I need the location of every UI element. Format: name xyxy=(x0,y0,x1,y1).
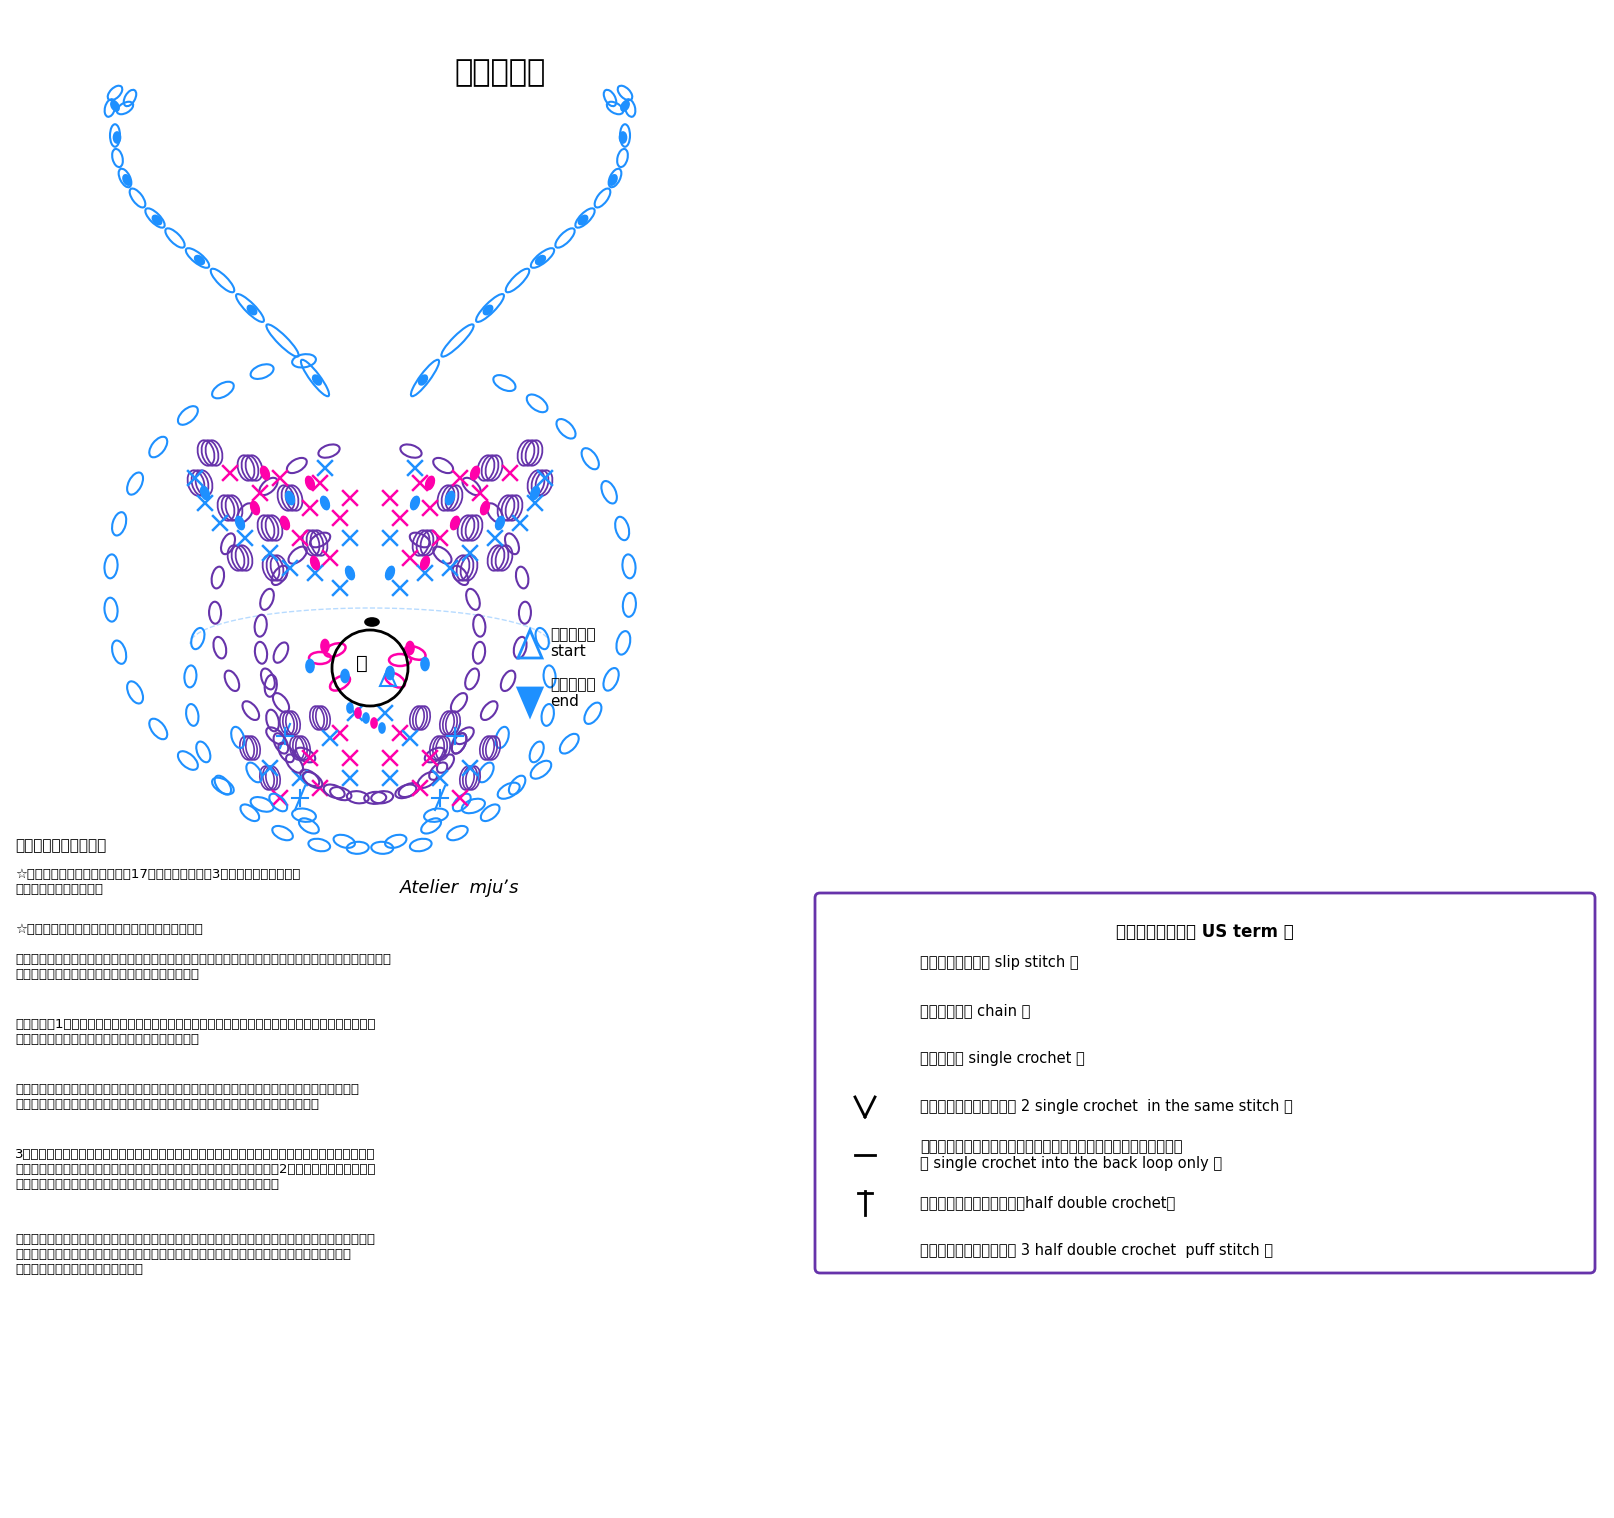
Text: あとは編み図通り２段目を編んでいき、左の下羽根まですべて編み終わったら、最初のわに引き
抜いて糸をカットする（左羽根も上と下の羽根の間は「わ」の中に引き抜き編み: あとは編み図通り２段目を編んでいき、左の下羽根まですべて編み終わったら、最初のわ… xyxy=(15,1082,358,1111)
Ellipse shape xyxy=(305,477,315,490)
Ellipse shape xyxy=(355,707,362,718)
Ellipse shape xyxy=(123,175,131,185)
Ellipse shape xyxy=(421,657,429,671)
Text: 引き抜き編み　（ slip stitch ）: 引き抜き編み （ slip stitch ） xyxy=(920,955,1078,970)
Ellipse shape xyxy=(363,713,370,723)
Ellipse shape xyxy=(852,956,878,968)
Ellipse shape xyxy=(236,516,244,530)
Ellipse shape xyxy=(421,556,429,569)
Ellipse shape xyxy=(386,566,394,580)
Ellipse shape xyxy=(347,703,353,713)
Text: 『編み図記号』（ US term ）: 『編み図記号』（ US term ） xyxy=(1117,923,1294,941)
Text: その後、（1段目の引き抜きの目ではなく）最初の「わ」の作り目に引き抜き編みをする。そのあと
続けて右上の羽根の最初のくさり編みに引き抜く。: その後、（1段目の引き抜きの目ではなく）最初の「わ」の作り目に引き抜き編みをする… xyxy=(15,1019,376,1046)
Text: ☆「上の羽根と下の羽根のつながり部分の編み方」: ☆「上の羽根と下の羽根のつながり部分の編み方」 xyxy=(15,923,203,937)
Ellipse shape xyxy=(471,466,479,480)
Text: 編み終わり
end: 編み終わり end xyxy=(550,677,596,709)
Ellipse shape xyxy=(250,501,260,515)
Ellipse shape xyxy=(445,492,455,504)
Text: ２段目も２枚の下羽根の間からスタート。「わ」の中に引き抜いたら、続けて右羽根の１段目のくさり
編み５個のスペースに、こま編み６回編み入れる。: ２段目も２枚の下羽根の間からスタート。「わ」の中に引き抜いたら、続けて右羽根の１… xyxy=(15,953,391,981)
Text: さらにくさり編みを３回編んだら、右の上羽根に２段目で編んだくさり編み３個の真ん中の目に引き
抜く。あとは編み図通りに３段目を編んでいき、左も上羽根と下羽根の境目: さらにくさり編みを３回編んだら、右の上羽根に２段目で編んだくさり編み３個の真ん中… xyxy=(15,1233,374,1277)
Ellipse shape xyxy=(307,659,315,672)
Ellipse shape xyxy=(260,466,270,480)
Ellipse shape xyxy=(495,516,505,530)
Ellipse shape xyxy=(365,618,379,625)
Text: 3段目も「わ」の作り目に引き抜いてスタート。そのあとは記号通りに右の下羽根を編んでいく。下
羽根の最後の引き抜き編みのあとは、くさり編みを１回編み、そのあと（2: 3段目も「わ」の作り目に引き抜いてスタート。そのあとは記号通りに右の下羽根を編ん… xyxy=(15,1148,376,1192)
Text: Atelier  mjuʼs: Atelier mjuʼs xyxy=(400,879,520,897)
Ellipse shape xyxy=(345,566,355,580)
Text: 中長編み３目の玉編み（ 3 half double crochet  puff stitch ）: 中長編み３目の玉編み（ 3 half double crochet puff s… xyxy=(920,1243,1273,1258)
Ellipse shape xyxy=(321,639,329,653)
Text: 細編みのすじ編み　（前段の後ろ側半目だけ拾って細編みをする）
（ single crochet into the back loop only ）: 細編みのすじ編み （前段の後ろ側半目だけ拾って細編みをする） （ single … xyxy=(920,1138,1222,1172)
Ellipse shape xyxy=(531,486,539,499)
Ellipse shape xyxy=(481,501,489,515)
Ellipse shape xyxy=(386,666,394,680)
Ellipse shape xyxy=(152,216,161,225)
Ellipse shape xyxy=(321,496,329,510)
Ellipse shape xyxy=(418,375,428,386)
Ellipse shape xyxy=(379,723,386,733)
Ellipse shape xyxy=(247,305,257,314)
Ellipse shape xyxy=(536,255,546,264)
Text: くさり編み（ chain ）: くさり編み（ chain ） xyxy=(920,1003,1030,1019)
Ellipse shape xyxy=(281,516,289,530)
Text: 細編み２目編み入れる（ 2 single crochet  in the same stitch ）: 細編み２目編み入れる（ 2 single crochet in the same… xyxy=(920,1099,1293,1114)
Text: 中長編み　　　　　　　（half double crochet）: 中長編み （half double crochet） xyxy=(920,1196,1175,1210)
Ellipse shape xyxy=(483,305,492,314)
Ellipse shape xyxy=(621,100,629,111)
Ellipse shape xyxy=(450,516,460,530)
Ellipse shape xyxy=(578,216,587,225)
Ellipse shape xyxy=(620,132,626,143)
FancyBboxPatch shape xyxy=(815,893,1595,1274)
Text: 「編み方のポイント」: 「編み方のポイント」 xyxy=(15,838,107,853)
Ellipse shape xyxy=(371,718,378,729)
Ellipse shape xyxy=(426,477,434,490)
Text: 編みはじめ
start: 編みはじめ start xyxy=(550,627,596,659)
Polygon shape xyxy=(518,688,542,716)
Text: わ: わ xyxy=(357,654,368,672)
Ellipse shape xyxy=(111,100,119,111)
Ellipse shape xyxy=(608,175,617,185)
Ellipse shape xyxy=(407,642,415,654)
Ellipse shape xyxy=(286,492,294,504)
Text: 細編み　（ single crochet ）: 細編み （ single crochet ） xyxy=(920,1052,1085,1067)
Ellipse shape xyxy=(310,556,320,569)
Ellipse shape xyxy=(113,132,121,143)
Text: 蝶　編み図: 蝶 編み図 xyxy=(455,58,546,87)
Ellipse shape xyxy=(341,669,349,683)
Ellipse shape xyxy=(195,255,205,264)
Ellipse shape xyxy=(410,496,420,510)
Ellipse shape xyxy=(313,375,321,386)
Ellipse shape xyxy=(200,486,210,499)
Text: ☆下羽根の間から編みはじめ、17周したら２段目、3段目は糸を変えて編む
（生地は裏返さない）。: ☆下羽根の間から編みはじめ、17周したら２段目、3段目は糸を変えて編む （生地は… xyxy=(15,868,300,896)
